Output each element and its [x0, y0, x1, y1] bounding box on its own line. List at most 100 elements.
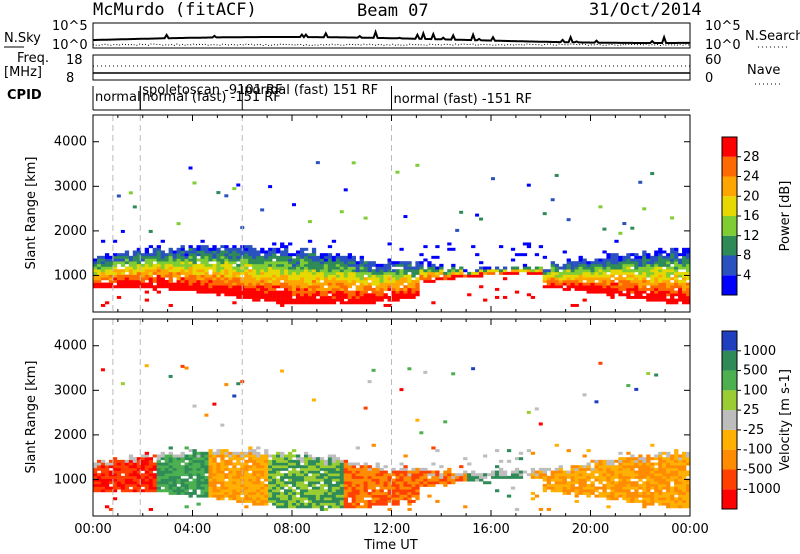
heatmap-cell — [284, 491, 289, 495]
heatmap-cell — [363, 470, 368, 474]
heatmap-cell — [184, 465, 189, 469]
heatmap-cell — [650, 483, 655, 487]
heatmap-cell — [236, 293, 241, 297]
heatmap-cell — [244, 263, 249, 267]
heatmap-cell — [598, 470, 603, 474]
heatmap-cell — [152, 250, 157, 254]
heatmap-cell — [642, 290, 647, 294]
heatmap-cell — [646, 263, 651, 267]
heatmap-cell — [359, 279, 364, 283]
heatmap-cell — [355, 279, 360, 283]
heatmap-cell — [427, 279, 432, 283]
heatmap-cell — [347, 470, 352, 474]
heatmap-cell — [220, 457, 225, 461]
heatmap-cell — [534, 271, 540, 275]
heatmap-cell — [686, 483, 691, 487]
heatmap-cell — [678, 473, 683, 477]
heatmap-cell — [658, 293, 663, 297]
heatmap-cell — [236, 253, 241, 257]
heatmap-cell — [311, 261, 317, 265]
heatmap-cell — [303, 261, 309, 265]
heatmap-cell — [276, 459, 281, 463]
heatmap-cell — [184, 285, 189, 289]
heatmap-cell — [355, 271, 360, 275]
heatmap-cell — [148, 282, 153, 286]
heatmap-cell — [276, 271, 281, 275]
heatmap-cell — [670, 253, 675, 257]
heatmap-cell — [622, 491, 627, 495]
heatmap-cell — [236, 470, 241, 474]
heatmap-cell — [295, 473, 301, 477]
heatmap-cell — [610, 475, 615, 479]
heatmap-cell — [260, 271, 265, 275]
heatmap-cell — [502, 295, 508, 299]
heatmap-cell — [447, 470, 452, 474]
heatmap-cell — [299, 459, 305, 463]
heatmap-cell — [538, 473, 544, 477]
heatmap-cell — [662, 467, 667, 471]
heatmap-cell — [626, 282, 631, 286]
heatmap-cell — [546, 271, 551, 275]
heatmap-cell — [391, 497, 396, 501]
heatmap-cell — [391, 489, 396, 493]
heatmap-cell — [678, 457, 683, 461]
heatmap-cell — [220, 489, 225, 493]
heatmap-cell — [638, 269, 643, 273]
heatmap-cell — [598, 459, 603, 463]
heatmap-cell — [347, 253, 352, 257]
heatmap-cell — [634, 290, 639, 294]
velocity-mode-dividers — [112, 319, 392, 516]
heatmap-cell — [248, 483, 253, 487]
heatmap-cell — [196, 483, 201, 487]
heatmap-cell — [538, 245, 544, 249]
heatmap-cell — [168, 483, 173, 487]
heatmap-cell — [168, 374, 173, 378]
heatmap-cell — [204, 247, 209, 251]
heatmap-cell — [323, 489, 329, 493]
heatmap-cell — [387, 271, 392, 275]
heatmap-cell — [654, 489, 659, 493]
heatmap-cell — [288, 271, 293, 275]
heatmap-cell — [108, 475, 114, 479]
heatmap-cell — [124, 483, 130, 487]
heatmap-cell — [538, 507, 544, 511]
heatmap-cell — [594, 282, 599, 286]
heatmap-cell — [160, 481, 165, 485]
heatmap-cell — [395, 282, 400, 286]
heatmap-cell — [200, 478, 205, 482]
heatmap-cell — [93, 271, 98, 275]
heatmap-cell — [391, 481, 396, 485]
heatmap-cell — [666, 462, 671, 466]
heatmap-cell — [323, 494, 329, 498]
heatmap-cell — [642, 462, 647, 466]
heatmap-cell — [646, 489, 651, 493]
heatmap-cell — [216, 494, 221, 498]
heatmap-cell — [319, 293, 325, 297]
heatmap-cell — [244, 478, 249, 482]
heatmap-cell — [295, 483, 301, 487]
heatmap-cell — [236, 497, 241, 501]
heatmap-cell — [204, 290, 209, 294]
heatmap-cell — [327, 502, 333, 506]
heatmap-cell — [136, 486, 142, 490]
heatmap-cell — [128, 462, 134, 466]
heatmap-cell — [371, 467, 376, 471]
heatmap-cell — [232, 261, 237, 265]
heatmap-cell — [347, 502, 352, 506]
heatmap-cell — [256, 258, 261, 262]
heatmap-cell — [93, 473, 98, 477]
heatmap-cell — [160, 263, 165, 267]
heatmap-cell — [594, 277, 599, 281]
heatmap-cell — [407, 483, 412, 487]
heatmap-cell — [403, 483, 408, 487]
heatmap-cell — [311, 279, 317, 283]
heatmap-cell — [248, 457, 253, 461]
heatmap-cell — [196, 486, 201, 490]
heatmap-cell — [327, 295, 333, 299]
heatmap-cell — [208, 253, 213, 257]
heatmap-cell — [582, 467, 587, 471]
heatmap-cell — [570, 303, 575, 307]
heatmap-cell — [311, 285, 317, 289]
heatmap-cell — [299, 483, 305, 487]
heatmap-cell — [459, 475, 464, 479]
